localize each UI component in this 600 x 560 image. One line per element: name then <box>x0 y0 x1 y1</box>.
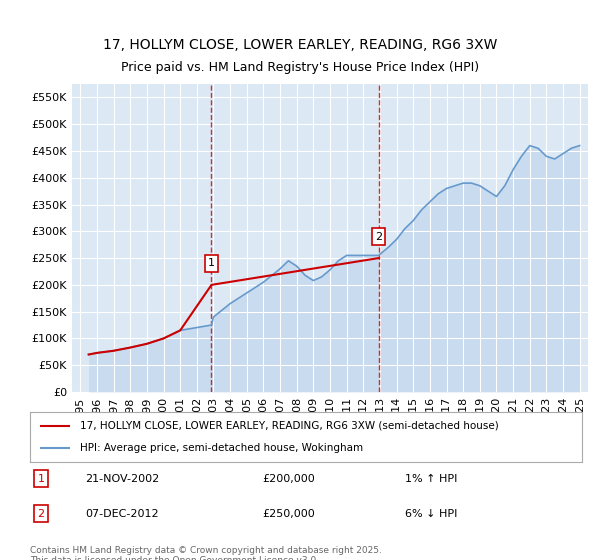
Text: 17, HOLLYM CLOSE, LOWER EARLEY, READING, RG6 3XW: 17, HOLLYM CLOSE, LOWER EARLEY, READING,… <box>103 38 497 52</box>
Text: 1: 1 <box>38 474 44 484</box>
Text: HPI: Average price, semi-detached house, Wokingham: HPI: Average price, semi-detached house,… <box>80 443 363 453</box>
Text: 2: 2 <box>37 509 44 519</box>
Text: 1% ↑ HPI: 1% ↑ HPI <box>406 474 458 484</box>
Text: 17, HOLLYM CLOSE, LOWER EARLEY, READING, RG6 3XW (semi-detached house): 17, HOLLYM CLOSE, LOWER EARLEY, READING,… <box>80 421 499 431</box>
Text: Price paid vs. HM Land Registry's House Price Index (HPI): Price paid vs. HM Land Registry's House … <box>121 60 479 74</box>
Text: 6% ↓ HPI: 6% ↓ HPI <box>406 509 458 519</box>
Text: 07-DEC-2012: 07-DEC-2012 <box>85 509 159 519</box>
Text: £250,000: £250,000 <box>262 509 314 519</box>
Text: 2: 2 <box>375 232 382 242</box>
Text: 1: 1 <box>208 259 215 268</box>
Text: 21-NOV-2002: 21-NOV-2002 <box>85 474 160 484</box>
Text: £200,000: £200,000 <box>262 474 314 484</box>
Text: Contains HM Land Registry data © Crown copyright and database right 2025.
This d: Contains HM Land Registry data © Crown c… <box>30 546 382 560</box>
